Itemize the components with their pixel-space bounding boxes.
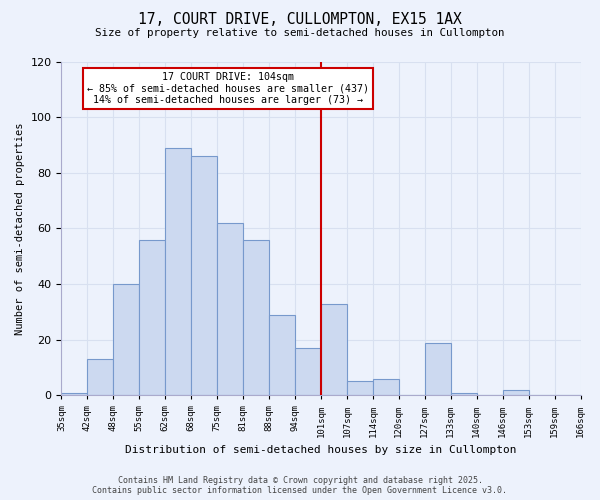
Bar [295,348,321,396]
Bar [321,304,347,396]
Bar [217,223,243,396]
Bar [243,240,269,396]
Bar [425,342,451,396]
Bar [373,378,399,396]
Bar [61,392,88,396]
Bar [88,359,113,396]
Bar [139,240,165,396]
Text: Contains HM Land Registry data © Crown copyright and database right 2025.
Contai: Contains HM Land Registry data © Crown c… [92,476,508,495]
Text: 17, COURT DRIVE, CULLOMPTON, EX15 1AX: 17, COURT DRIVE, CULLOMPTON, EX15 1AX [138,12,462,28]
Bar [503,390,529,396]
X-axis label: Distribution of semi-detached houses by size in Cullompton: Distribution of semi-detached houses by … [125,445,517,455]
Bar [269,314,295,396]
Text: Size of property relative to semi-detached houses in Cullompton: Size of property relative to semi-detach… [95,28,505,38]
Bar [165,148,191,396]
Bar [191,156,217,396]
Bar [451,392,476,396]
Bar [347,382,373,396]
Text: 17 COURT DRIVE: 104sqm
← 85% of semi-detached houses are smaller (437)
14% of se: 17 COURT DRIVE: 104sqm ← 85% of semi-det… [86,72,368,104]
Y-axis label: Number of semi-detached properties: Number of semi-detached properties [15,122,25,334]
Bar [113,284,139,396]
